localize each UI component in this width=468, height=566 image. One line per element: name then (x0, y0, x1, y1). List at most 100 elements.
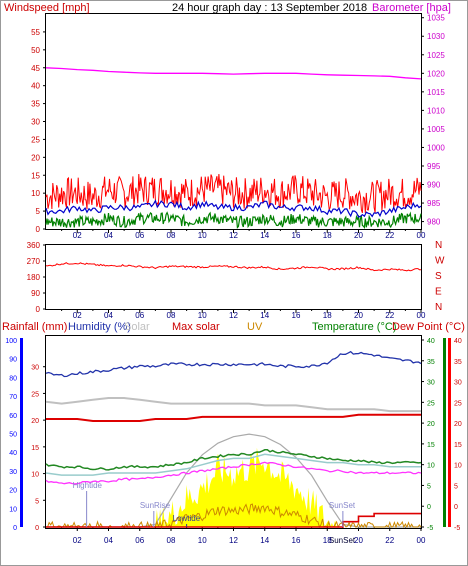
chart-title: 24 hour graph day : 13 September 2018 (172, 2, 367, 14)
x-tick-label: 06 (135, 311, 144, 320)
x-tick-label: 10 (198, 536, 207, 545)
baro-y-tick-label: 1020 (427, 69, 445, 78)
x-tick-label: 14 (260, 536, 269, 545)
humidity-max-series (45, 397, 421, 413)
dew-y-tick-label: 5 (454, 483, 458, 490)
x-tick-label: 04 (104, 536, 113, 545)
x-tick-label: 06 (135, 231, 144, 240)
baro-y-tick-label: 1030 (427, 32, 445, 41)
wind-speed-series (45, 173, 422, 214)
x-tick-label: 22 (385, 231, 394, 240)
x-tick-label: 12 (229, 311, 238, 320)
x-tick-label: 14 (260, 311, 269, 320)
rain-y-tick-label: 10 (31, 472, 39, 479)
x-tick-label: 08 (167, 231, 176, 240)
temp-y-tick-label: 25 (427, 400, 435, 407)
x-tick-label: 18 (323, 311, 332, 320)
dir-compass-label: W (435, 256, 445, 267)
dew-y-tick-label: 15 (454, 442, 462, 449)
temp-y-tick-label: -5 (427, 525, 433, 532)
dew-y-tick-label: -5 (454, 525, 460, 532)
wind-avg-series (45, 199, 422, 218)
baro-y-tick-label: 1035 (427, 14, 445, 23)
baro-y-tick-label: 1015 (427, 88, 445, 97)
wind-y-tick-label: 15 (31, 171, 40, 180)
temperature-axis-bar (443, 338, 446, 527)
x-tick-label: 12 (229, 231, 238, 240)
windspeed-label: Windspeed [mph] (4, 2, 90, 14)
wind-y-tick-label: 35 (31, 100, 40, 109)
apparent-series (45, 453, 421, 476)
baro-y-tick-label: 995 (427, 162, 441, 171)
legend-temperature: Temperature (°C) (312, 321, 396, 333)
wind-y-tick-label: 40 (31, 82, 40, 91)
temp-y-tick-label: 30 (427, 380, 435, 387)
solar-area (46, 447, 421, 527)
x-tick-label: 12 (229, 536, 238, 545)
dew-y-tick-label: 20 (454, 421, 462, 428)
x-tick-label: 16 (292, 536, 301, 545)
legend-dewpoint: Dew Point (°C) (392, 321, 465, 333)
wind-y-tick-label: 5 (36, 207, 41, 216)
dewpoint-axis-bar (448, 338, 451, 527)
humidity-series (45, 350, 422, 378)
rain-y-tick-label: 25 (31, 391, 39, 398)
wind-y-tick-label: 20 (31, 153, 40, 162)
rain-y-tick-label: 15 (31, 445, 39, 452)
dew-y-tick-label: 30 (454, 380, 462, 387)
wind-y-tick-label: 50 (31, 46, 40, 55)
wind-y-tick-label: 10 (31, 189, 40, 198)
plot2-frame (45, 244, 422, 310)
hightide-marker-label: Hightide (73, 481, 103, 490)
x-tick-label: 10 (198, 311, 207, 320)
humidity-y-tick-label: 50 (9, 432, 17, 439)
x-tick-label: 20 (354, 536, 363, 545)
humidity-y-tick-label: 80 (9, 375, 17, 382)
baro-y-tick-label: 980 (427, 218, 441, 227)
wind-y-tick-label: 30 (31, 118, 40, 127)
windchill-series (45, 461, 422, 485)
dir-y-tick-label: 0 (36, 305, 41, 314)
humidity-y-tick-label: 30 (9, 469, 17, 476)
rain-y-tick-label: 0 (35, 525, 39, 532)
baro-y-tick-label: 990 (427, 181, 441, 190)
wind-y-tick-label: 25 (31, 135, 40, 144)
dir-y-tick-label: 180 (27, 273, 41, 282)
x-tick-label: 22 (385, 536, 394, 545)
dir-y-tick-label: 270 (27, 257, 41, 266)
rain-y-tick-label: 5 (35, 498, 39, 505)
x-tick-label: 10 (198, 231, 207, 240)
rain-y-tick-label: 20 (31, 418, 39, 425)
x-tick-label: 08 (167, 311, 176, 320)
barometer-label: Barometer [hpa] (372, 2, 451, 14)
rain-y-tick-label: 30 (31, 365, 39, 372)
temp-y-tick-label: 10 (427, 463, 435, 470)
barometer-series (45, 67, 422, 80)
x-tick-label: 20 (354, 231, 363, 240)
wind-direction-series (45, 262, 421, 272)
x-tick-label: 14 (260, 231, 269, 240)
baro-y-tick-label: 1010 (427, 106, 445, 115)
wind-y-tick-label: 0 (36, 225, 41, 234)
baro-y-tick-label: 1005 (427, 125, 445, 134)
humidity-y-tick-label: 60 (9, 413, 17, 420)
humidity-y-tick-label: 90 (9, 357, 17, 364)
temp-y-tick-label: 5 (427, 483, 431, 490)
dir-compass-label: E (435, 287, 442, 298)
dir-y-tick-label: 90 (31, 289, 40, 298)
dew-y-tick-label: 10 (454, 463, 462, 470)
humidity-y-tick-label: 20 (9, 488, 17, 495)
temp-y-tick-label: 20 (427, 421, 435, 428)
x-tick-label: 22 (385, 311, 394, 320)
temp-y-tick-label: 40 (427, 338, 435, 345)
x-tick-label: 00 (417, 231, 426, 240)
dir-compass-label: N (435, 302, 442, 313)
x-tick-label: 02 (73, 536, 82, 545)
temp-y-tick-label: 35 (427, 359, 435, 366)
legend-max-solar: Max solar (172, 321, 220, 333)
dir-y-tick-label: 360 (27, 241, 41, 250)
humidity-y-tick-label: 100 (5, 338, 17, 345)
lowtide-marker-label: Lowtide (173, 514, 201, 523)
